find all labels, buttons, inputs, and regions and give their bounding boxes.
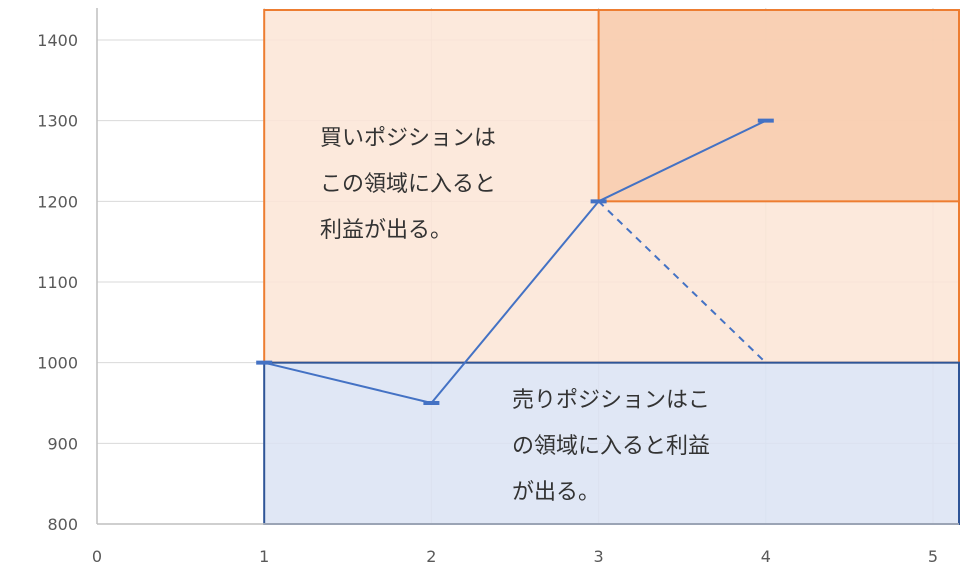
y-tick-label: 1000 (37, 354, 78, 373)
y-tick-label: 900 (47, 434, 78, 453)
series (256, 118, 774, 405)
x-tick-label: 2 (426, 547, 436, 566)
y-tick-label: 1300 (37, 112, 78, 131)
sell-annotation-line: が出る。 (512, 480, 601, 505)
axes (96, 8, 959, 525)
sell-zone-annotation: 売りポジションはこ の領域に入ると利益 が出る。 (512, 378, 710, 516)
sell-annotation-line: の領域に入ると利益 (512, 434, 711, 459)
y-tick-label: 800 (47, 515, 78, 534)
sell-annotation-line: 売りポジションはこ (512, 388, 711, 413)
buy-annotation-line: 利益が出る。 (320, 218, 453, 243)
y-tick-label: 1100 (37, 273, 78, 292)
x-tick-label: 4 (761, 547, 771, 566)
regions (263, 9, 960, 525)
buy-annotation-line: 買いポジションは (320, 126, 497, 151)
y-tick-label: 1200 (37, 192, 78, 211)
tick-labels: 0 1 2 3 4 5 800 900 1000 1100 1200 1300 1400 (37, 31, 938, 566)
y-tick-label: 1400 (37, 31, 78, 50)
buy-zone-annotation: 買いポジションは この領域に入ると 利益が出る。 (320, 116, 496, 254)
x-tick-label: 0 (92, 547, 102, 566)
buy-annotation-line: この領域に入ると (320, 172, 497, 197)
x-tick-label: 5 (928, 547, 938, 566)
x-tick-label: 1 (259, 547, 269, 566)
sell-zone-region (263, 361, 960, 525)
price-series-line (263, 119, 767, 404)
buy-zone-upper-region (597, 9, 960, 203)
x-tick-label: 3 (594, 547, 604, 566)
